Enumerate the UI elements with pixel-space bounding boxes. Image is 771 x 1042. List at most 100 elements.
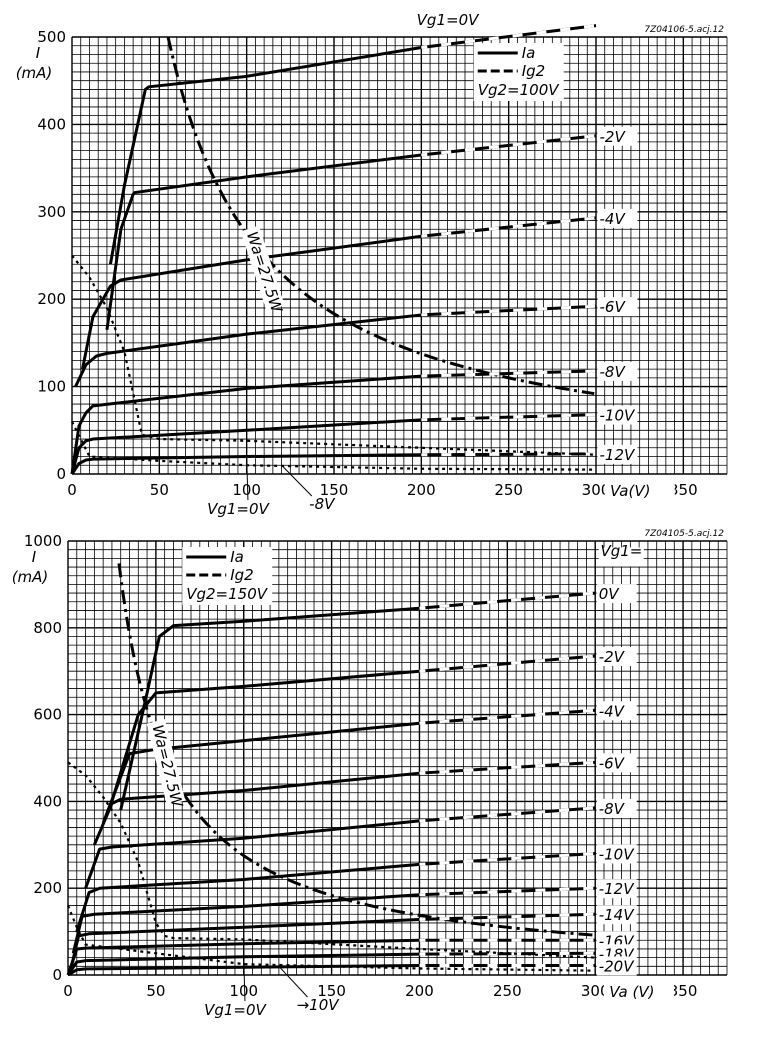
- curve-label: -10V: [599, 845, 635, 863]
- y-axis-label: I: [32, 548, 37, 566]
- ia-curve-dash: [421, 304, 597, 317]
- curve-label-bg: [597, 126, 638, 146]
- ia-curve-dash: [421, 369, 597, 378]
- label-pointer: [281, 464, 313, 497]
- curve-label-bg: [596, 584, 637, 604]
- label-pointer: [243, 957, 246, 1002]
- ia-curve-dash: [419, 760, 596, 775]
- ig2-curve: [66, 905, 596, 972]
- ia-curve-dash: [419, 708, 596, 725]
- curve-label: -6V: [599, 298, 626, 316]
- x-tick-label: 250: [494, 481, 523, 499]
- x-axis-label: Va(V): [610, 482, 650, 500]
- y-tick-label: 1000: [24, 532, 62, 550]
- x-label-bg: [604, 479, 675, 501]
- power-hyperbola: [166, 36, 595, 396]
- curve-label-bg: [597, 208, 638, 228]
- curve-label: 0V: [599, 585, 621, 603]
- curve-label: -6V: [599, 754, 626, 772]
- curve-label: -2V: [599, 128, 626, 146]
- curve-label-bg: [597, 405, 638, 425]
- figure-code: 7Z04106-5.acj.12: [644, 25, 724, 35]
- ia-curve-dash: [421, 216, 597, 238]
- ia-curve-dash: [419, 654, 596, 673]
- x-tick-label: 200: [407, 481, 436, 499]
- legend-condition: Vg2=100V: [478, 81, 561, 99]
- curve-label: -8V: [599, 800, 626, 818]
- y-tick-label: 100: [37, 378, 66, 396]
- figure-code: 7Z04105-5.acj.12: [644, 529, 724, 539]
- curve-label-bg: [596, 905, 637, 925]
- y-tick-label: 400: [33, 792, 62, 810]
- power-label-bg: [146, 719, 186, 806]
- curve-label: -10V: [599, 407, 635, 425]
- top-curve-label: Vg1=: [600, 542, 642, 560]
- curve-label-bg: [596, 956, 637, 976]
- ia-curve-dash: [419, 951, 596, 956]
- y-tick-label: 800: [33, 619, 62, 637]
- x-label-bg: [603, 980, 674, 1002]
- curve-label: -8V: [599, 363, 626, 381]
- x-tick-label: 200: [405, 982, 434, 1000]
- grid: [71, 36, 728, 475]
- ia-curve-dash: [421, 134, 597, 157]
- x-tick-label: 100: [229, 982, 258, 1000]
- bottom-label-curve: -8V: [309, 495, 336, 513]
- curve-label: -12V: [599, 880, 635, 898]
- top-curve-label: Vg1=0V: [417, 11, 480, 29]
- curve-label-bg: [596, 753, 637, 773]
- ia-curve-dash: [419, 912, 596, 921]
- y-tick-label: 600: [33, 706, 62, 724]
- curve-label: -2V: [599, 648, 626, 666]
- ia-curve-dash: [421, 413, 597, 422]
- label-pointer: [278, 965, 308, 998]
- y-axis-unit: (mA): [12, 568, 49, 586]
- x-tick-label: 300: [581, 982, 610, 1000]
- curve-label: -12V: [599, 446, 635, 464]
- curve-label: -14V: [599, 906, 635, 924]
- curve-label-bg: [596, 879, 637, 899]
- curve-label-bg: [597, 444, 638, 464]
- bottom-label-vg1: Vg1=0V: [207, 500, 270, 518]
- y-tick-label: 300: [37, 203, 66, 221]
- power-label-bg: [240, 225, 285, 312]
- x-tick-label: 250: [493, 982, 522, 1000]
- ia-curve-dash: [419, 591, 596, 610]
- x-tick-label: 350: [669, 481, 698, 499]
- x-tick-label: 350: [669, 982, 698, 1000]
- y-tick-label: 500: [37, 28, 66, 46]
- x-tick-label: 50: [150, 481, 169, 499]
- legend-ig2: Ig2: [230, 566, 254, 584]
- ia-curve-dash: [421, 24, 597, 49]
- curve-label: -4V: [599, 210, 626, 228]
- x-tick-label: 150: [320, 481, 349, 499]
- x-axis-label: Va (V): [609, 983, 654, 1001]
- curve-label-bg: [596, 844, 637, 864]
- y-tick-label: 400: [37, 115, 66, 133]
- legend-ig2: Ig2: [522, 62, 546, 80]
- curve-label-bg: [596, 647, 637, 667]
- legend-ia: Ia: [230, 548, 244, 566]
- x-tick-label: 0: [63, 982, 73, 1000]
- legend-ia: Ia: [522, 44, 536, 62]
- curve-label-bg: [596, 701, 637, 721]
- top-label-bg: [598, 547, 644, 567]
- curve-label-bg: [597, 297, 638, 317]
- x-tick-label: 300: [582, 481, 611, 499]
- ia-curve-dash: [419, 851, 596, 866]
- y-axis-label: I: [36, 44, 41, 62]
- ig2-curve: [71, 421, 597, 471]
- legend-condition: Vg2=150V: [186, 585, 269, 603]
- y-tick-label: 200: [37, 290, 66, 308]
- ia-curve-dash: [419, 806, 596, 823]
- y-tick-label: 0: [52, 966, 62, 984]
- label-pointer: [246, 456, 249, 501]
- y-axis-unit: (mA): [16, 64, 53, 82]
- bottom-label-vg1: Vg1=0V: [204, 1001, 267, 1019]
- curve-label-bg: [597, 361, 638, 381]
- curve-label: -4V: [599, 702, 626, 720]
